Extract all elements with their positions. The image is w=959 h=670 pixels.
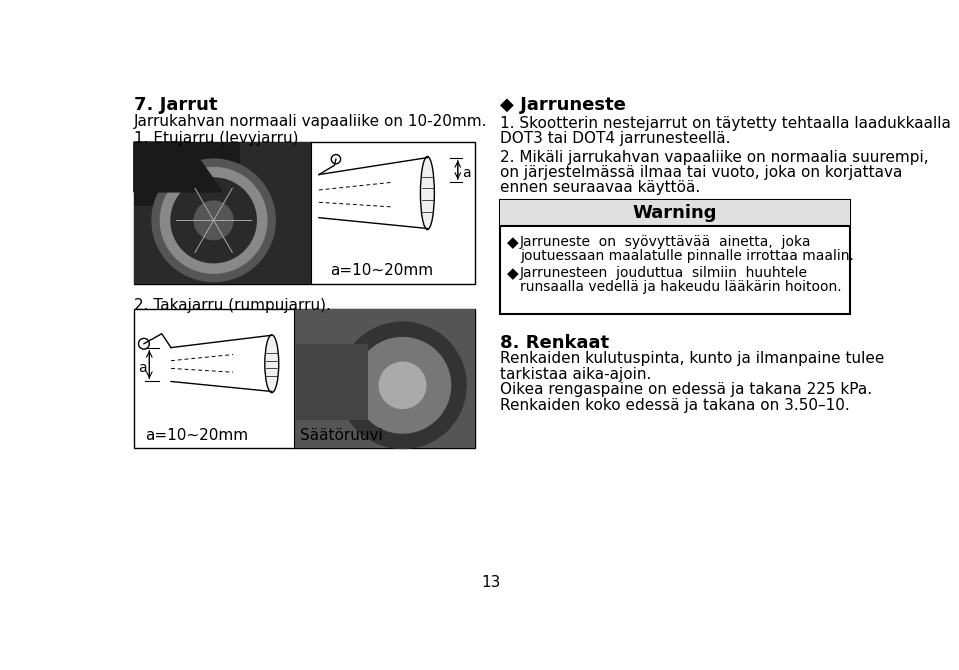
Text: 1. Etujarru (levyjarru): 1. Etujarru (levyjarru) — [134, 131, 298, 146]
Circle shape — [138, 338, 150, 349]
Bar — [295, 344, 368, 420]
Text: a: a — [138, 360, 147, 375]
Circle shape — [171, 178, 256, 263]
Text: 7. Jarrut: 7. Jarrut — [134, 96, 218, 114]
Text: Säätöruuvi: Säätöruuvi — [300, 428, 383, 444]
Text: 1. Skootterin nestejarrut on täytetty tehtaalla laadukkaalla: 1. Skootterin nestejarrut on täytetty te… — [500, 116, 950, 131]
Text: 13: 13 — [481, 575, 502, 590]
Circle shape — [195, 201, 233, 240]
Text: a=10~20mm: a=10~20mm — [331, 263, 433, 278]
Text: tarkistaa aika-ajoin.: tarkistaa aika-ajoin. — [500, 367, 651, 382]
Text: ◆: ◆ — [507, 266, 519, 281]
Bar — [294, 309, 475, 448]
Text: ◆: ◆ — [507, 235, 519, 250]
Bar — [500, 200, 850, 314]
Text: joutuessaan maalatulle pinnalle irrottaa maalin.: joutuessaan maalatulle pinnalle irrottaa… — [520, 249, 854, 263]
Circle shape — [339, 322, 466, 448]
Circle shape — [355, 338, 451, 433]
Text: Jarrunesteen  jouduttua  silmiin  huuhtele: Jarrunesteen jouduttua silmiin huuhtele — [520, 266, 807, 280]
Text: on järjestelmässä ilmaa tai vuoto, joka on korjattava: on järjestelmässä ilmaa tai vuoto, joka … — [500, 165, 902, 180]
Text: a=10~20mm: a=10~20mm — [146, 428, 248, 444]
Text: a: a — [462, 166, 471, 180]
Bar — [134, 142, 475, 285]
Ellipse shape — [265, 335, 279, 393]
Bar — [134, 142, 240, 206]
Text: runsaalla vedellä ja hakeudu lääkärin hoitoon.: runsaalla vedellä ja hakeudu lääkärin ho… — [520, 280, 841, 294]
Text: Jarrukahvan normaali vapaaliike on 10-20mm.: Jarrukahvan normaali vapaaliike on 10-20… — [134, 115, 487, 129]
Text: 8. Renkaat: 8. Renkaat — [500, 334, 609, 352]
Circle shape — [155, 163, 271, 278]
Text: Renkaiden koko edessä ja takana on 3.50–10.: Renkaiden koko edessä ja takana on 3.50–… — [500, 397, 850, 413]
Polygon shape — [134, 142, 222, 192]
Text: Jarruneste  on  syövyttävää  ainetta,  joka: Jarruneste on syövyttävää ainetta, joka — [520, 235, 811, 249]
Text: Oikea rengaspaine on edessä ja takana 225 kPa.: Oikea rengaspaine on edessä ja takana 22… — [500, 383, 872, 397]
Text: Warning: Warning — [633, 204, 717, 222]
Text: ◆ Jarruneste: ◆ Jarruneste — [500, 96, 625, 114]
Text: Renkaiden kulutuspinta, kunto ja ilmanpaine tulee: Renkaiden kulutuspinta, kunto ja ilmanpa… — [500, 352, 884, 366]
Circle shape — [331, 155, 340, 163]
Text: ennen seuraavaa käyttöä.: ennen seuraavaa käyttöä. — [500, 180, 700, 196]
Bar — [500, 200, 850, 226]
Text: 2. Takajarru (rumpujarru).: 2. Takajarru (rumpujarru). — [134, 298, 331, 314]
Text: DOT3 tai DOT4 jarrunesteellä.: DOT3 tai DOT4 jarrunesteellä. — [500, 131, 730, 146]
Ellipse shape — [420, 157, 434, 230]
Text: 2. Mikäli jarrukahvan vapaaliike on normaalia suurempi,: 2. Mikäli jarrukahvan vapaaliike on norm… — [500, 149, 928, 165]
Bar — [134, 142, 311, 285]
Circle shape — [379, 362, 426, 409]
Bar — [134, 309, 475, 448]
